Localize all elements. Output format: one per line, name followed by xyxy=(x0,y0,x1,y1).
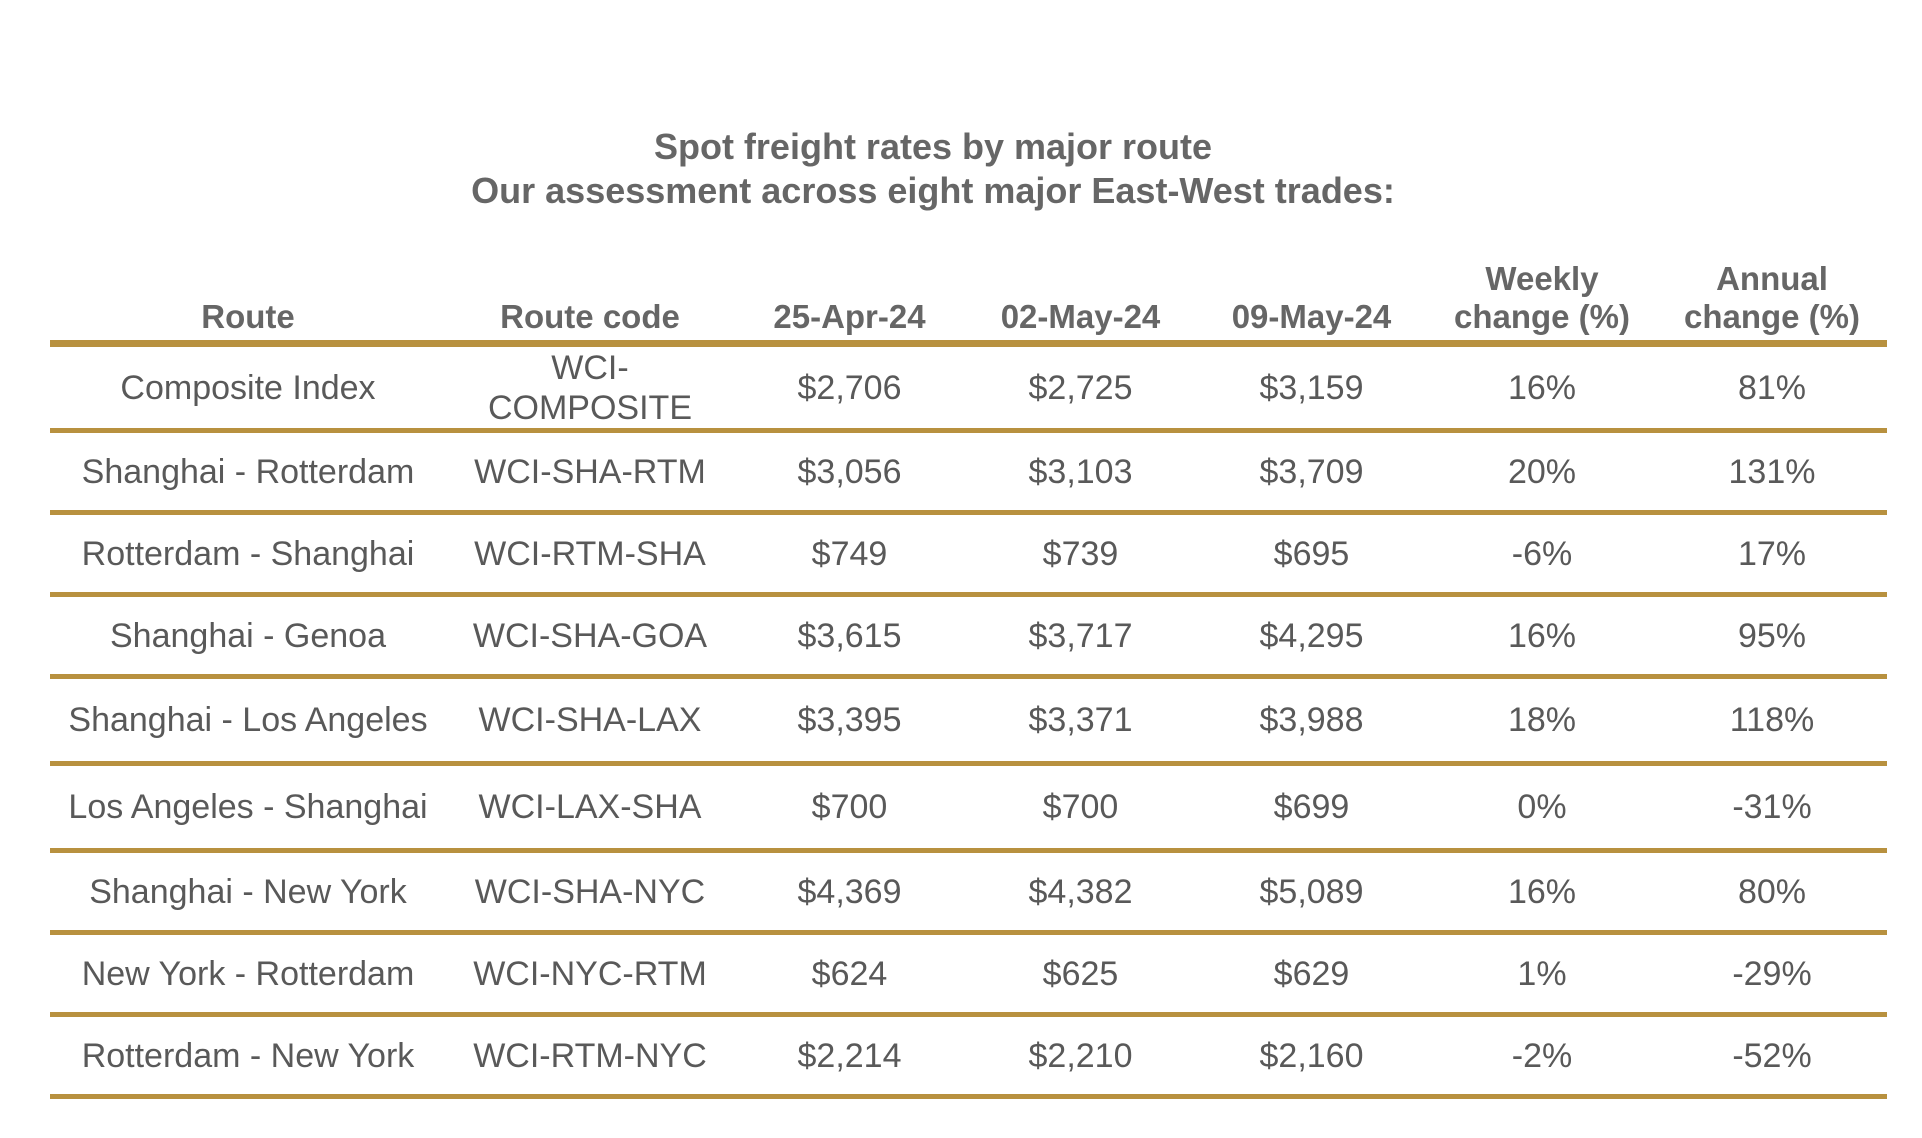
rate-cell: $4,295 xyxy=(1196,594,1427,679)
annual-change-cell: 17% xyxy=(1657,512,1887,597)
chart-title: Spot freight rates by major route xyxy=(653,126,1213,167)
table-row: Shanghai - New York WCI-SHA-NYC $4,369 $4,3… xyxy=(50,850,1887,935)
rate-cell: $700 xyxy=(965,763,1196,853)
route-code-cell: WCI-COMPOSITE xyxy=(446,343,734,433)
weekly-change-cell: -2% xyxy=(1427,1014,1657,1099)
rate-cell: $3,709 xyxy=(1196,430,1427,515)
route-code-cell: WCI-SHA-RTM xyxy=(446,430,734,515)
route-cell: Shanghai - Genoa xyxy=(50,594,446,679)
rate-cell: $5,089 xyxy=(1196,850,1427,935)
route-code-cell: WCI-RTM-SHA xyxy=(446,512,734,597)
chart-titles: Spot freight rates by major route Our as… xyxy=(0,125,1866,213)
rate-cell: $2,214 xyxy=(734,1014,965,1099)
annual-change-cell: 81% xyxy=(1657,343,1887,433)
route-code-cell: WCI-SHA-LAX xyxy=(446,676,734,766)
annual-change-cell: -31% xyxy=(1657,763,1887,853)
column-header: Weekly change (%) xyxy=(1427,252,1657,347)
table-row: Shanghai - Los Angeles WCI-SHA-LAX $3,395 $… xyxy=(50,676,1887,766)
column-header: 25-Apr-24 xyxy=(734,252,965,347)
header-row: Route Route code 25-Apr-24 02-May-24 09-… xyxy=(50,252,1887,347)
annual-change-cell: 118% xyxy=(1657,676,1887,766)
rate-cell: $3,395 xyxy=(734,676,965,766)
table-row: Los Angeles - Shanghai WCI-LAX-SHA $700 $70… xyxy=(50,763,1887,853)
route-cell: Composite Index xyxy=(50,343,446,433)
rate-cell: $3,717 xyxy=(965,594,1196,679)
table-row: Composite Index WCI-COMPOSITE $2,706 $2,725… xyxy=(50,343,1887,433)
annual-change-cell: -52% xyxy=(1657,1014,1887,1099)
rate-cell: $700 xyxy=(734,763,965,853)
rate-cell: $4,382 xyxy=(965,850,1196,935)
route-code-cell: WCI-SHA-GOA xyxy=(446,594,734,679)
weekly-change-cell: 16% xyxy=(1427,343,1657,433)
table-row: New York - Rotterdam WCI-NYC-RTM $624 $625 $… xyxy=(50,932,1887,1017)
rate-cell: $749 xyxy=(734,512,965,597)
table-row: Rotterdam - New York WCI-RTM-NYC $2,214 $2,… xyxy=(50,1014,1887,1099)
table-body: Composite Index WCI-COMPOSITE $2,706 $2,725… xyxy=(50,343,1887,1099)
table-row: Shanghai - Genoa WCI-SHA-GOA $3,615 $3,717 $… xyxy=(50,594,1887,679)
weekly-change-cell: 20% xyxy=(1427,430,1657,515)
rate-cell: $3,371 xyxy=(965,676,1196,766)
weekly-change-cell: 0% xyxy=(1427,763,1657,853)
column-header: 09-May-24 xyxy=(1196,252,1427,347)
route-cell: Shanghai - Rotterdam xyxy=(50,430,446,515)
rate-cell: $3,159 xyxy=(1196,343,1427,433)
table-row: Shanghai - Rotterdam WCI-SHA-RTM $3,056 $3,… xyxy=(50,430,1887,515)
rate-cell: $3,615 xyxy=(734,594,965,679)
route-cell: Shanghai - New York xyxy=(50,850,446,935)
chart-subtitle: Our assessment across eight major East-W… xyxy=(471,170,1395,211)
rate-cell: $2,706 xyxy=(734,343,965,433)
route-code-cell: WCI-NYC-RTM xyxy=(446,932,734,1017)
annual-change-cell: 131% xyxy=(1657,430,1887,515)
rate-cell: $3,988 xyxy=(1196,676,1427,766)
route-cell: New York - Rotterdam xyxy=(50,932,446,1017)
rate-cell: $739 xyxy=(965,512,1196,597)
route-cell: Los Angeles - Shanghai xyxy=(50,763,446,853)
rate-cell: $3,103 xyxy=(965,430,1196,515)
rate-cell: $624 xyxy=(734,932,965,1017)
rate-cell: $695 xyxy=(1196,512,1427,597)
route-code-cell: WCI-RTM-NYC xyxy=(446,1014,734,1099)
rate-cell: $625 xyxy=(965,932,1196,1017)
table-row: Rotterdam - Shanghai WCI-RTM-SHA $749 $739 $… xyxy=(50,512,1887,597)
rate-cell: $2,160 xyxy=(1196,1014,1427,1099)
rate-cell: $2,725 xyxy=(965,343,1196,433)
rate-cell: $699 xyxy=(1196,763,1427,853)
route-cell: Rotterdam - Shanghai xyxy=(50,512,446,597)
route-code-cell: WCI-SHA-NYC xyxy=(446,850,734,935)
annual-change-cell: -29% xyxy=(1657,932,1887,1017)
weekly-change-cell: -6% xyxy=(1427,512,1657,597)
column-header: 02-May-24 xyxy=(965,252,1196,347)
column-header: Annual change (%) xyxy=(1657,252,1887,347)
route-code-cell: WCI-LAX-SHA xyxy=(446,763,734,853)
annual-change-cell: 95% xyxy=(1657,594,1887,679)
freight-rates-table: Route Route code 25-Apr-24 02-May-24 09-… xyxy=(50,252,1887,1099)
weekly-change-cell: 16% xyxy=(1427,850,1657,935)
rate-cell: $2,210 xyxy=(965,1014,1196,1099)
rate-cell: $4,369 xyxy=(734,850,965,935)
annual-change-cell: 80% xyxy=(1657,850,1887,935)
column-header: Route code xyxy=(446,252,734,347)
weekly-change-cell: 16% xyxy=(1427,594,1657,679)
rate-cell: $3,056 xyxy=(734,430,965,515)
route-cell: Shanghai - Los Angeles xyxy=(50,676,446,766)
weekly-change-cell: 18% xyxy=(1427,676,1657,766)
rate-cell: $629 xyxy=(1196,932,1427,1017)
weekly-change-cell: 1% xyxy=(1427,932,1657,1017)
route-cell: Rotterdam - New York xyxy=(50,1014,446,1099)
column-header: Route xyxy=(50,252,446,347)
